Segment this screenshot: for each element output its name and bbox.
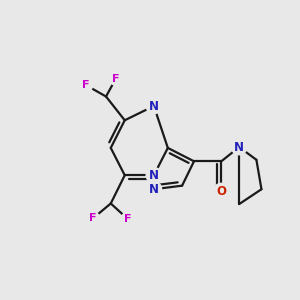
Circle shape	[80, 79, 93, 92]
Circle shape	[146, 98, 162, 114]
Circle shape	[86, 212, 100, 225]
Text: N: N	[149, 183, 159, 196]
Circle shape	[146, 167, 162, 183]
Circle shape	[231, 139, 247, 155]
Circle shape	[146, 182, 162, 197]
Text: F: F	[112, 74, 120, 84]
Text: F: F	[124, 214, 131, 224]
Text: N: N	[234, 140, 244, 154]
Circle shape	[121, 212, 134, 226]
Circle shape	[214, 183, 229, 199]
Text: N: N	[149, 100, 159, 112]
Text: F: F	[89, 213, 97, 224]
Circle shape	[109, 72, 122, 85]
Text: F: F	[82, 80, 90, 90]
Text: N: N	[149, 169, 159, 182]
Text: O: O	[216, 184, 226, 197]
